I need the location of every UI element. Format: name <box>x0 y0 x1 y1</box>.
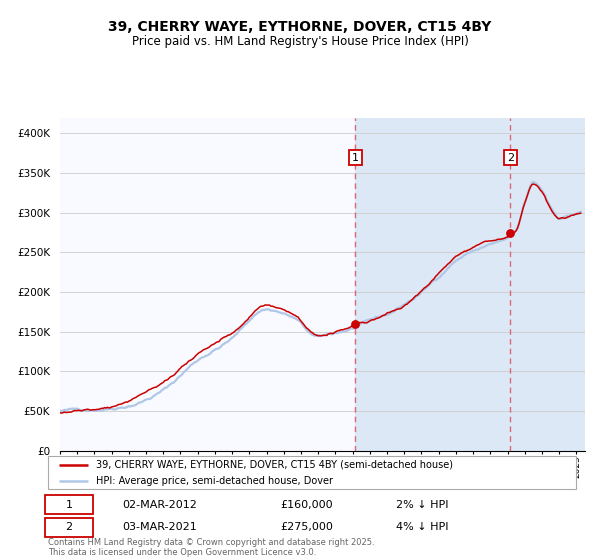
Text: 1: 1 <box>65 500 73 510</box>
Text: £160,000: £160,000 <box>280 500 333 510</box>
Text: 4% ↓ HPI: 4% ↓ HPI <box>397 522 449 532</box>
Text: Price paid vs. HM Land Registry's House Price Index (HPI): Price paid vs. HM Land Registry's House … <box>131 35 469 48</box>
Text: 03-MAR-2021: 03-MAR-2021 <box>122 522 197 532</box>
Text: 2: 2 <box>507 152 514 162</box>
Point <box>350 319 360 328</box>
Text: 39, CHERRY WAYE, EYTHORNE, DOVER, CT15 4BY: 39, CHERRY WAYE, EYTHORNE, DOVER, CT15 4… <box>109 20 491 34</box>
FancyBboxPatch shape <box>46 495 93 515</box>
Text: 1: 1 <box>352 152 359 162</box>
Text: 02-MAR-2012: 02-MAR-2012 <box>122 500 197 510</box>
Text: 2% ↓ HPI: 2% ↓ HPI <box>397 500 449 510</box>
Point <box>506 228 515 237</box>
FancyBboxPatch shape <box>46 517 93 537</box>
Text: HPI: Average price, semi-detached house, Dover: HPI: Average price, semi-detached house,… <box>95 476 332 486</box>
Text: 2: 2 <box>65 522 73 532</box>
Bar <box>355 118 585 451</box>
Text: Contains HM Land Registry data © Crown copyright and database right 2025.
This d: Contains HM Land Registry data © Crown c… <box>48 538 374 557</box>
Text: 39, CHERRY WAYE, EYTHORNE, DOVER, CT15 4BY (semi-detached house): 39, CHERRY WAYE, EYTHORNE, DOVER, CT15 4… <box>95 460 452 469</box>
Text: £275,000: £275,000 <box>280 522 333 532</box>
